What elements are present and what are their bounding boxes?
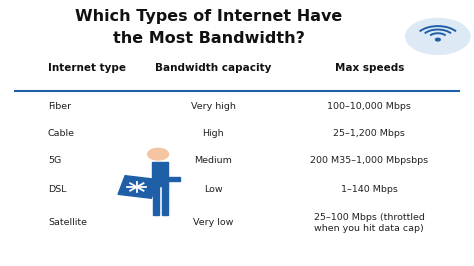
Text: 25–100 Mbps (throttled
when you hit data cap): 25–100 Mbps (throttled when you hit data… bbox=[314, 213, 425, 233]
Text: Satellite: Satellite bbox=[48, 218, 87, 227]
Circle shape bbox=[436, 38, 440, 41]
Text: Very high: Very high bbox=[191, 102, 236, 111]
Text: 200 M35–1,000 Mbpsbps: 200 M35–1,000 Mbpsbps bbox=[310, 156, 428, 165]
Text: Medium: Medium bbox=[194, 156, 232, 165]
Text: Very low: Very low bbox=[193, 218, 234, 227]
Circle shape bbox=[406, 18, 470, 55]
FancyBboxPatch shape bbox=[153, 185, 159, 215]
Text: Max speeds: Max speeds bbox=[335, 63, 404, 73]
Text: 1–140 Mbps: 1–140 Mbps bbox=[341, 185, 398, 194]
Text: Bandwidth capacity: Bandwidth capacity bbox=[155, 63, 272, 73]
Text: the Most Bandwidth?: the Most Bandwidth? bbox=[113, 31, 305, 46]
FancyBboxPatch shape bbox=[152, 162, 168, 186]
Text: High: High bbox=[202, 129, 224, 138]
Text: Fiber: Fiber bbox=[48, 102, 71, 111]
FancyBboxPatch shape bbox=[133, 180, 153, 183]
FancyBboxPatch shape bbox=[162, 185, 168, 215]
Text: Low: Low bbox=[204, 185, 223, 194]
Text: DSL: DSL bbox=[48, 185, 66, 194]
Text: 5G: 5G bbox=[48, 156, 61, 165]
Polygon shape bbox=[118, 176, 158, 198]
Text: Internet type: Internet type bbox=[48, 63, 126, 73]
Circle shape bbox=[148, 148, 168, 160]
Text: Cable: Cable bbox=[48, 129, 75, 138]
Text: 100–10,000 Mbps: 100–10,000 Mbps bbox=[328, 102, 411, 111]
Text: Which Types of Internet Have: Which Types of Internet Have bbox=[75, 9, 342, 24]
FancyBboxPatch shape bbox=[168, 177, 180, 181]
Text: 25–1,200 Mbps: 25–1,200 Mbps bbox=[333, 129, 405, 138]
